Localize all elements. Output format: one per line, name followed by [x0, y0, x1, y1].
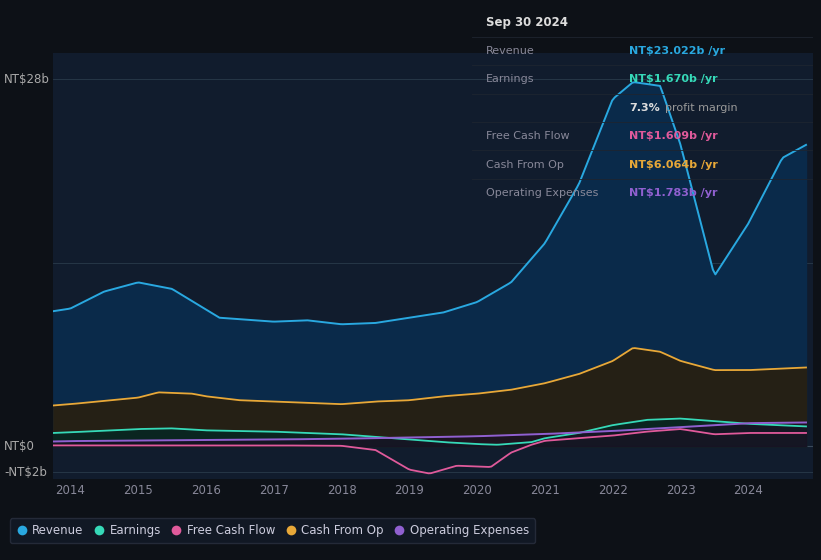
Text: NT$1.609b /yr: NT$1.609b /yr	[629, 131, 718, 141]
Text: NT$28b: NT$28b	[4, 73, 50, 86]
Text: NT$23.022b /yr: NT$23.022b /yr	[629, 46, 725, 56]
Text: Revenue: Revenue	[486, 46, 534, 56]
Text: NT$1.670b /yr: NT$1.670b /yr	[629, 74, 718, 85]
Text: -NT$2b: -NT$2b	[4, 466, 47, 479]
Text: NT$6.064b /yr: NT$6.064b /yr	[629, 160, 718, 170]
Legend: Revenue, Earnings, Free Cash Flow, Cash From Op, Operating Expenses: Revenue, Earnings, Free Cash Flow, Cash …	[10, 519, 535, 543]
Text: Free Cash Flow: Free Cash Flow	[486, 131, 569, 141]
Text: 7.3%: 7.3%	[629, 103, 659, 113]
Text: NT$0: NT$0	[4, 440, 35, 452]
Text: profit margin: profit margin	[664, 103, 737, 113]
Text: Earnings: Earnings	[486, 74, 534, 85]
Text: Cash From Op: Cash From Op	[486, 160, 563, 170]
Text: Sep 30 2024: Sep 30 2024	[486, 16, 567, 29]
Text: NT$1.783b /yr: NT$1.783b /yr	[629, 188, 718, 198]
Text: Operating Expenses: Operating Expenses	[486, 188, 598, 198]
